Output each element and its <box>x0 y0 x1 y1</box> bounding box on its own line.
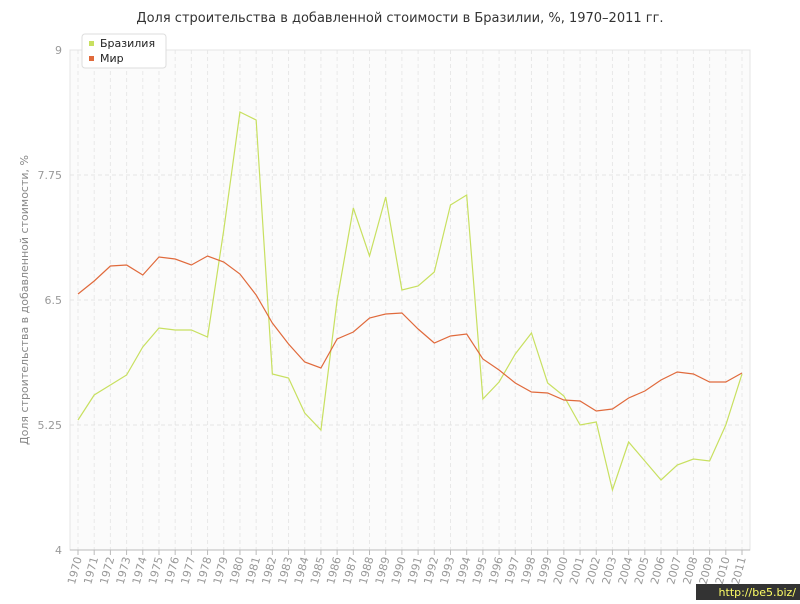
watermark-bg <box>696 584 800 600</box>
y-tick-label: 4 <box>55 544 62 557</box>
y-axis-label: Доля строительства в добавленной стоимос… <box>18 155 31 445</box>
legend-box <box>81 33 167 69</box>
chart-title: Доля строительства в добавленной стоимос… <box>136 11 663 26</box>
y-tick-label: 7.75 <box>38 169 63 182</box>
y-tick-label: 9 <box>55 44 62 57</box>
watermark: http://be5.biz/ <box>719 586 797 599</box>
legend-swatch <box>89 56 94 61</box>
y-tick-label: 6.5 <box>45 294 63 307</box>
y-tick-label: 5.25 <box>38 419 63 432</box>
line-series <box>77 111 743 493</box>
legend-label: Бразилия <box>100 37 155 50</box>
legend-label: Мир <box>100 52 124 65</box>
line-series <box>77 255 743 412</box>
legend-swatch <box>89 41 94 46</box>
